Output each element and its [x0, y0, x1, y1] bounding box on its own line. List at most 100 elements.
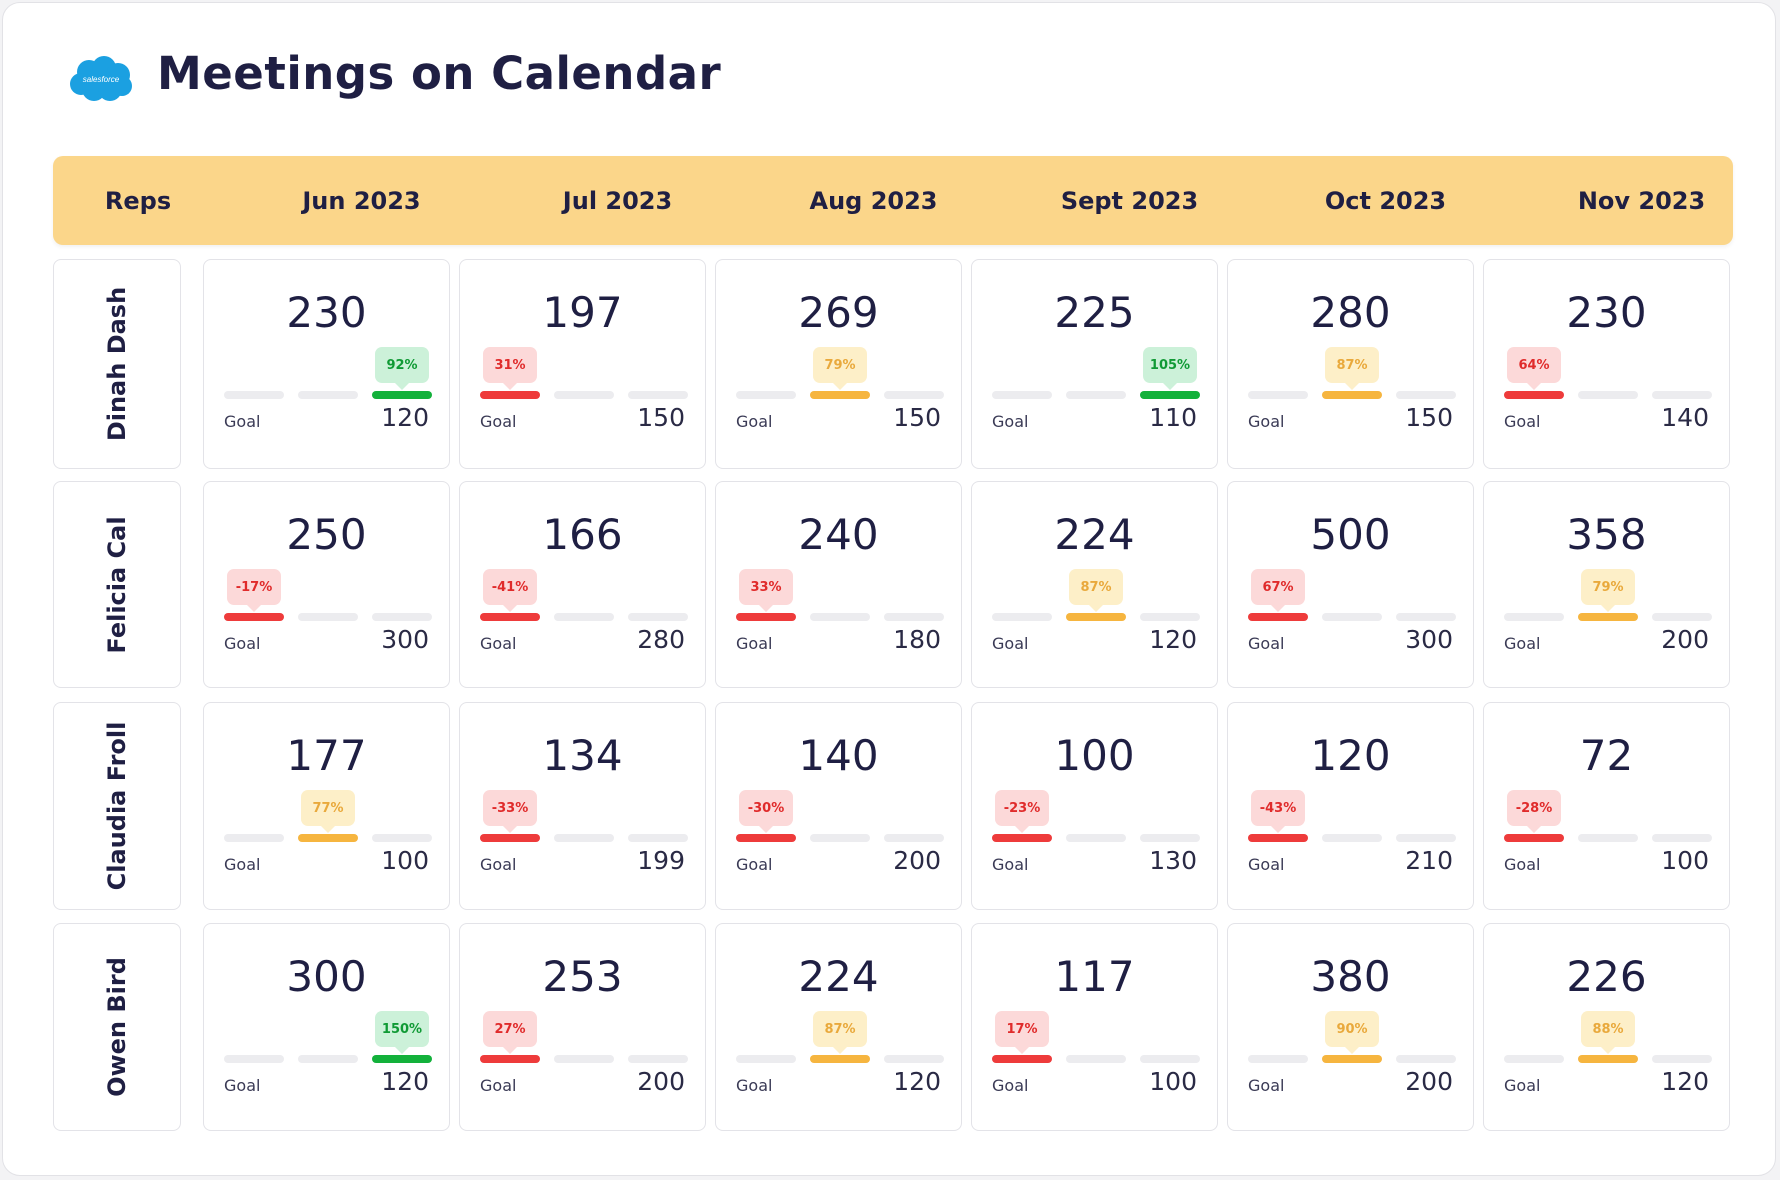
goal-value: 100 [1149, 1067, 1197, 1096]
goal-value: 300 [1405, 625, 1453, 654]
meeting-card: 177 77% Goal 100 [203, 702, 450, 910]
progress-segment [992, 613, 1052, 621]
percent-badge: 105% [1143, 347, 1197, 390]
rep-card: Felicia Cal [53, 481, 181, 688]
progress-segment [224, 391, 284, 399]
progress-segment [1066, 834, 1126, 842]
header-reps: Reps [104, 186, 172, 215]
meetings-value: 230 [286, 288, 367, 337]
progress-segment [1140, 834, 1200, 842]
progress-segment [1504, 613, 1564, 621]
progress-segment [884, 391, 944, 399]
goal-value: 140 [1661, 403, 1709, 432]
percent-badge: 27% [483, 1011, 537, 1054]
progress-segment [1504, 834, 1564, 842]
progress-segment [810, 1055, 870, 1063]
progress-segment [1578, 613, 1638, 621]
goal-value: 300 [381, 625, 429, 654]
meetings-value: 100 [1054, 731, 1135, 780]
meeting-card: 120 -43% Goal 210 [1227, 702, 1474, 910]
goal-value: 210 [1405, 846, 1453, 875]
percent-badge: 67% [1251, 569, 1305, 612]
meeting-card: 100 -23% Goal 130 [971, 702, 1218, 910]
goal-label: Goal [736, 1076, 773, 1095]
meetings-value: 120 [1310, 731, 1391, 780]
rep-name: Owen Bird [103, 957, 131, 1097]
goal-label: Goal [224, 855, 261, 874]
progress-segment [992, 834, 1052, 842]
page-title: Meetings on Calendar [157, 47, 722, 100]
progress-segment [480, 391, 540, 399]
meetings-value: 358 [1566, 510, 1647, 559]
meetings-value: 269 [798, 288, 879, 337]
header-month: Jul 2023 [562, 186, 673, 215]
progress-segment [736, 613, 796, 621]
goal-label: Goal [1248, 634, 1285, 653]
progress-segment [1322, 834, 1382, 842]
goal-value: 199 [637, 846, 685, 875]
meeting-card: 117 17% Goal 100 [971, 923, 1218, 1131]
progress-segment [1066, 391, 1126, 399]
goal-label: Goal [480, 1076, 517, 1095]
progress-segment [1652, 834, 1712, 842]
meetings-value: 177 [286, 731, 367, 780]
goal-label: Goal [1504, 1076, 1541, 1095]
percent-badge: 90% [1325, 1011, 1379, 1054]
progress-segment [1652, 391, 1712, 399]
progress-segment [372, 834, 432, 842]
header-month: Nov 2023 [1577, 186, 1706, 215]
progress-segment [1396, 391, 1456, 399]
percent-badge: 87% [813, 1011, 867, 1054]
meeting-card: 380 90% Goal 200 [1227, 923, 1474, 1131]
meeting-card: 269 79% Goal 150 [715, 259, 962, 469]
goal-value: 180 [893, 625, 941, 654]
meetings-value: 500 [1310, 510, 1391, 559]
progress-segment [992, 391, 1052, 399]
percent-badge: -41% [483, 569, 537, 612]
goal-label: Goal [736, 412, 773, 431]
goal-label: Goal [224, 412, 261, 431]
progress-segment [1066, 1055, 1126, 1063]
progress-segment [224, 1055, 284, 1063]
percent-badge: 79% [1581, 569, 1635, 612]
percent-badge: -17% [227, 569, 281, 612]
meeting-card: 226 88% Goal 120 [1483, 923, 1730, 1131]
progress-segment [554, 613, 614, 621]
goal-value: 280 [637, 625, 685, 654]
progress-segment [1140, 1055, 1200, 1063]
meetings-value: 380 [1310, 952, 1391, 1001]
meeting-card: 140 -30% Goal 200 [715, 702, 962, 910]
meetings-value: 226 [1566, 952, 1647, 1001]
rep-card: Dinah Dash [53, 259, 181, 469]
goal-value: 100 [1661, 846, 1709, 875]
percent-badge: 88% [1581, 1011, 1635, 1054]
progress-segment [1248, 1055, 1308, 1063]
progress-segment [736, 1055, 796, 1063]
goal-label: Goal [992, 412, 1029, 431]
percent-badge: 33% [739, 569, 793, 612]
goal-label: Goal [1504, 412, 1541, 431]
goal-value: 150 [1405, 403, 1453, 432]
percent-badge: 87% [1325, 347, 1379, 390]
rep-name: Dinah Dash [103, 286, 131, 442]
progress-segment [992, 1055, 1052, 1063]
meetings-value: 224 [1054, 510, 1135, 559]
meeting-card: 280 87% Goal 150 [1227, 259, 1474, 469]
progress-segment [1504, 391, 1564, 399]
percent-badge: -43% [1251, 790, 1305, 833]
percent-badge: 150% [375, 1011, 429, 1054]
percent-badge: -33% [483, 790, 537, 833]
goal-label: Goal [480, 634, 517, 653]
header-month: Sept 2023 [1060, 186, 1199, 215]
meeting-card: 253 27% Goal 200 [459, 923, 706, 1131]
goal-label: Goal [992, 634, 1029, 653]
progress-segment [628, 1055, 688, 1063]
percent-badge: 31% [483, 347, 537, 390]
progress-segment [1322, 391, 1382, 399]
meetings-value: 230 [1566, 288, 1647, 337]
progress-segment [298, 613, 358, 621]
progress-segment [628, 391, 688, 399]
goal-label: Goal [1248, 1076, 1285, 1095]
progress-segment [628, 613, 688, 621]
